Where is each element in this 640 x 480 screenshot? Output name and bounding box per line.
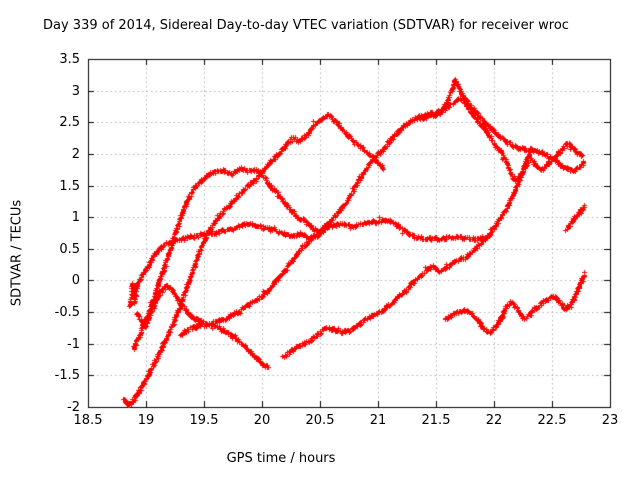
x-tick-label: 21 — [369, 413, 387, 428]
y-tick-label: -1 — [67, 336, 80, 352]
y-tick-label: 3 — [71, 83, 80, 99]
y-tick-label: -0.5 — [54, 305, 80, 321]
y-tick-label: -1.5 — [54, 368, 80, 384]
x-tick-label: 18.5 — [73, 413, 103, 428]
x-axis-label: GPS time / hours — [226, 451, 336, 466]
y-axis-label: SDTVAR / TECUs — [9, 199, 25, 307]
x-tick-label: 23 — [601, 413, 619, 428]
chart-title: Day 339 of 2014, Sidereal Day-to-day VTE… — [43, 18, 569, 33]
x-tick-label: 22.5 — [537, 413, 567, 428]
y-tick-label: 1 — [71, 210, 80, 226]
x-tick-label: 22 — [485, 413, 503, 428]
y-tick-label: 2 — [71, 146, 80, 162]
y-tick-label: 0 — [71, 273, 80, 289]
x-tick-label: 20.5 — [305, 413, 335, 428]
y-tick-label: 3.5 — [59, 52, 80, 67]
x-tick-label: 21.5 — [421, 413, 451, 428]
x-tick-label: 20 — [253, 413, 271, 428]
x-tick-label: 19 — [137, 413, 155, 428]
x-tick-label: 19.5 — [189, 413, 219, 428]
y-tick-label: 2.5 — [59, 115, 80, 131]
y-tick-label: -2 — [67, 400, 80, 415]
y-tick-label: 0.5 — [59, 241, 80, 257]
y-tick-label: 1.5 — [59, 178, 80, 194]
